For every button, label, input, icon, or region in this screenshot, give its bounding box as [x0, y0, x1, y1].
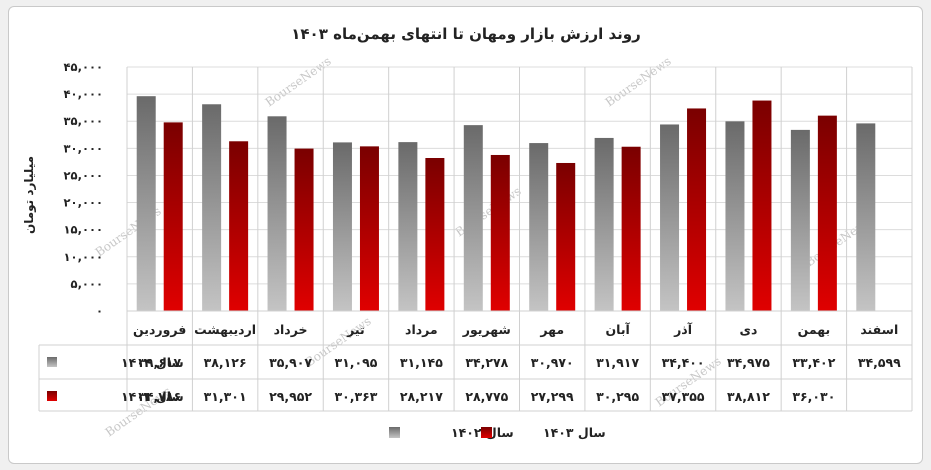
bar-1403 [229, 141, 249, 311]
data-label: ۳۰,۹۷۰ [531, 355, 574, 370]
table-series-swatch [47, 391, 57, 401]
data-label: ۳۶,۰۳۰ [792, 389, 835, 404]
data-label: ۲۹,۹۵۲ [269, 389, 312, 404]
data-label: ۳۱,۰۹۵ [335, 355, 378, 370]
legend: سال ۱۴۰۲ سال ۱۴۰۳ [389, 425, 606, 440]
x-category-label: آذر [673, 322, 693, 337]
bar-1403 [752, 100, 772, 312]
y-tick-label: ۰ [96, 304, 103, 318]
legend-swatch-1403 [481, 427, 492, 438]
x-category-label: دی [740, 322, 758, 337]
bar-1402 [529, 143, 549, 311]
data-label: ۲۸,۷۷۵ [465, 389, 508, 404]
legend-label-1403: سال ۱۴۰۳ [543, 425, 606, 440]
x-category-label: تیر [346, 322, 365, 337]
x-category-label: خرداد [274, 322, 308, 337]
data-label: ۳۱,۳۰۱ [204, 389, 247, 404]
data-label: ۳۵,۹۰۷ [269, 355, 312, 370]
bar-1402 [790, 129, 810, 311]
bar-1402 [136, 96, 156, 311]
bar-1403 [687, 108, 707, 312]
x-category-label: بهمن [798, 322, 831, 337]
bar-1402 [856, 123, 876, 311]
legend-swatch-1402 [389, 427, 400, 438]
bar-1403 [425, 158, 445, 311]
data-label: ۳۴,۵۹۹ [858, 355, 901, 370]
data-label: ۳۴,۲۷۸ [465, 355, 508, 370]
bar-1403 [163, 122, 183, 312]
bar-1402 [463, 125, 483, 311]
bar-1403 [294, 148, 314, 311]
y-tick-label: ۲۰,۰۰۰ [64, 196, 103, 210]
data-label: ۳۴,۷۸۶ [138, 389, 181, 404]
y-tick-label: ۴۵,۰۰۰ [64, 60, 103, 74]
y-tick-label: ۱۰,۰۰۰ [64, 250, 103, 264]
data-label: ۳۸,۸۱۲ [727, 389, 770, 404]
data-label: ۳۸,۱۲۶ [204, 355, 247, 370]
table-series-swatch [47, 357, 57, 367]
chart-frame: BourseNews BourseNews BourseNews BourseNews… [8, 6, 923, 464]
bar-1402 [202, 104, 222, 311]
bar-1402 [332, 142, 352, 311]
data-label: ۳۴,۴۰۰ [662, 355, 705, 370]
y-tick-label: ۵,۰۰۰ [71, 277, 103, 291]
data-label: ۳۷,۳۵۵ [662, 389, 705, 404]
y-tick-label: ۳۵,۰۰۰ [64, 114, 103, 128]
data-label: ۳۱,۱۴۵ [400, 355, 443, 370]
x-category-label: آبان [605, 322, 630, 337]
bar-1402 [725, 121, 745, 311]
bar-1402 [660, 124, 680, 311]
bar-1403 [817, 115, 837, 312]
x-category-label: اردیبهشت [194, 322, 256, 337]
data-label: ۳۹,۶۱۷ [138, 355, 181, 370]
table-series-name: سال ۱۴۰۲ [121, 355, 184, 370]
y-tick-label: ۱۵,۰۰۰ [64, 223, 103, 237]
data-label: ۲۸,۲۱۷ [400, 389, 443, 404]
y-axis-label: میلیارد تومان [22, 156, 37, 234]
data-label: ۳۳,۴۰۲ [792, 355, 835, 370]
watermark-text: BourseNews [603, 54, 674, 110]
x-category-label: مهر [539, 322, 564, 337]
bar-1403 [490, 154, 510, 311]
data-label: ۳۱,۹۱۷ [596, 355, 639, 370]
watermark-text: BourseNews [453, 184, 524, 240]
data-label: ۳۰,۳۶۳ [335, 389, 378, 404]
bar-1402 [267, 116, 287, 312]
x-category-label: فروردین [133, 322, 186, 337]
x-category-label: شهریور [462, 322, 511, 337]
data-label: ۳۴,۹۷۵ [727, 355, 770, 370]
chart-title: روند ارزش بازار ومهان تا انتهای بهمن‌ماه… [291, 25, 640, 43]
y-tick-label: ۴۰,۰۰۰ [64, 87, 103, 101]
y-tick-label: ۳۰,۰۰۰ [64, 141, 103, 155]
bar-1402 [594, 137, 614, 311]
bar-1403 [556, 162, 576, 311]
x-category-label: اسفند [860, 322, 898, 337]
y-tick-label: ۲۵,۰۰۰ [64, 168, 103, 182]
table-series-name: سال ۱۴۰۳ [121, 389, 184, 404]
x-category-label: مرداد [405, 322, 438, 337]
data-label: ۳۰,۲۹۵ [596, 389, 639, 404]
bar-1403 [359, 146, 379, 311]
bar-1403 [621, 146, 641, 311]
bar-1402 [398, 142, 418, 311]
data-label: ۲۷,۲۹۹ [531, 389, 574, 404]
